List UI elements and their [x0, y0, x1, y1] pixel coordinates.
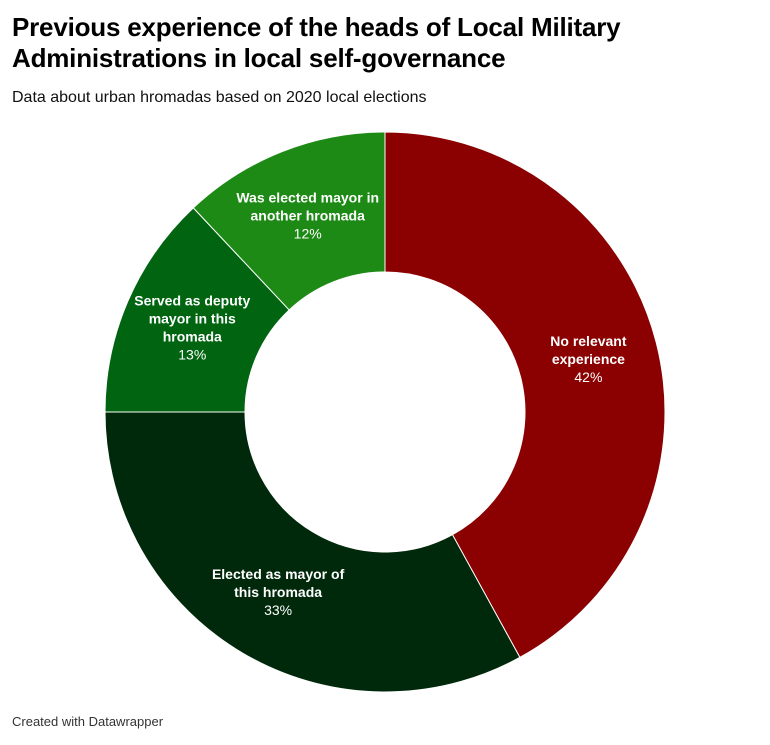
slice-label: No relevant experience: [550, 333, 627, 367]
donut-slice: [104, 207, 290, 413]
donut-slice: [192, 131, 386, 311]
slice-value-label: 33%: [264, 602, 292, 618]
slice-value-label: 12%: [294, 226, 322, 242]
slice-value-label: 42%: [574, 369, 602, 385]
chart-subtitle: Data about urban hromadas based on 2020 …: [12, 89, 427, 106]
footer-credit: Created with Datawrapper: [12, 714, 164, 729]
slice-label: Elected as mayor of this hromada: [212, 566, 345, 600]
chart-title: Previous experience of the heads of Loca…: [12, 12, 621, 73]
slice-value-label: 13%: [178, 347, 206, 363]
donut-slice: [384, 131, 666, 659]
slice-label: Was elected mayor in another hromada: [236, 190, 379, 224]
donut-slice: [104, 411, 521, 693]
slice-label: Served as deputy mayor in this hromada: [134, 293, 250, 345]
donut-chart: No relevant experience 42% Elected as mayor…: [104, 131, 666, 693]
